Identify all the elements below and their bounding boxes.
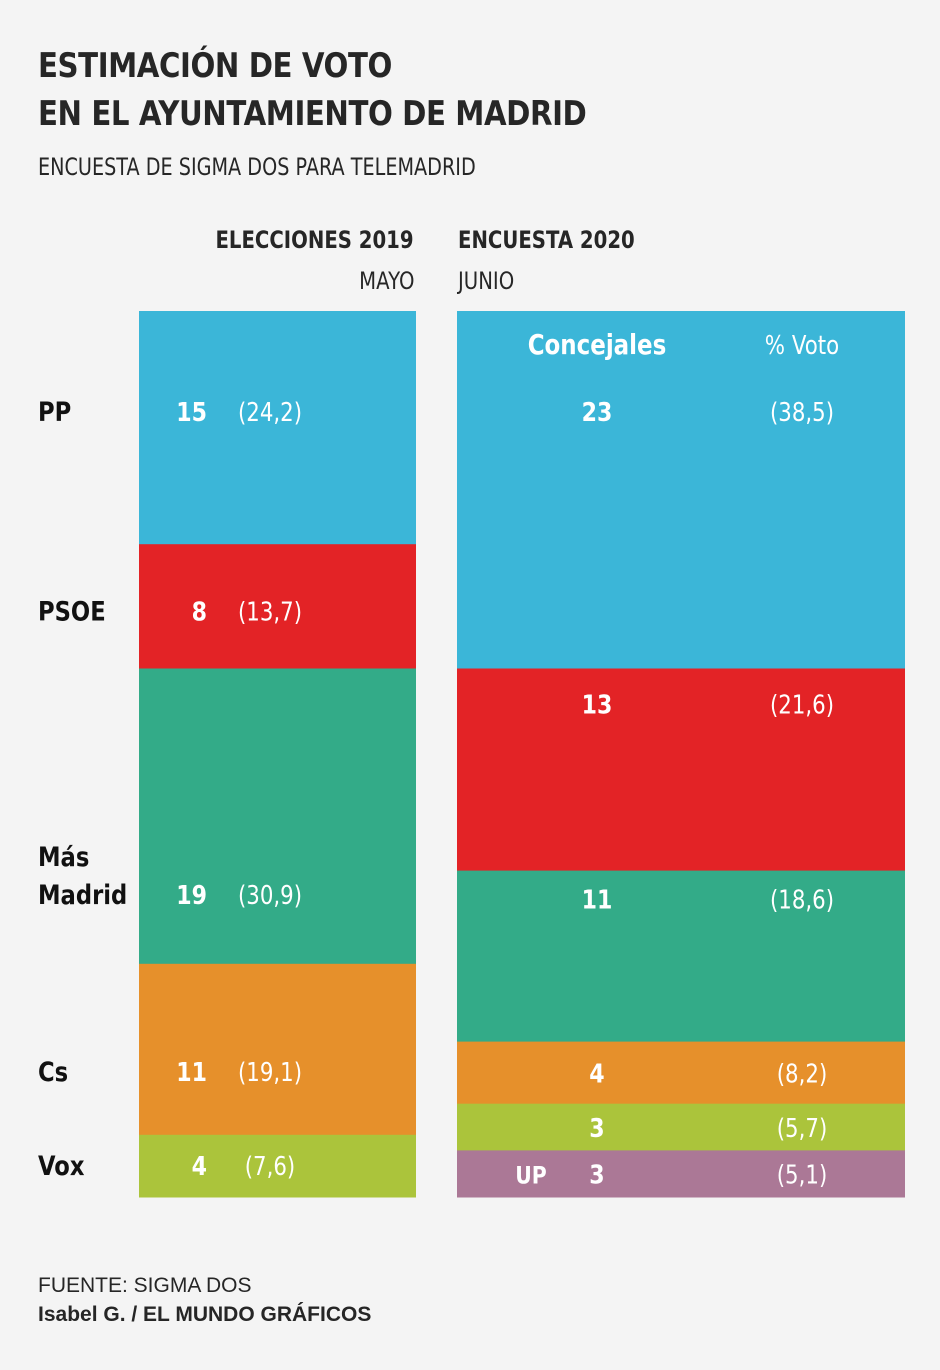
bar-segment-elecciones-2019-vox — [139, 1134, 416, 1198]
title-line-1: ESTIMACIÓN DE VOTO — [38, 46, 392, 86]
seat-label: 13 — [582, 690, 613, 720]
party-row-label: Vox — [38, 1150, 85, 1181]
seats-column-header: Concejales — [528, 329, 667, 362]
title-line-2: EN EL AYUNTAMIENTO DE MADRID — [38, 94, 587, 134]
seat-label: 3 — [589, 1113, 604, 1143]
party-row-label: Cs — [38, 1056, 68, 1087]
column-title-2020: ENCUESTA 2020 — [458, 226, 635, 254]
vote-label: (8,2) — [777, 1059, 828, 1090]
seat-label: 4 — [192, 1151, 207, 1181]
bar-segment-encuesta-2020-psoe — [457, 668, 905, 872]
party-row-label: PP — [38, 396, 71, 427]
bar-segment-elecciones-2019-cs — [139, 963, 416, 1136]
seat-label: 23 — [582, 397, 613, 427]
bar-segment-encuesta-2020-pp — [457, 311, 905, 669]
bar-segment-elecciones-2019-pp — [139, 311, 416, 545]
party-row-label: Más — [38, 841, 89, 872]
column-subtitle-2019: MAYO — [358, 267, 414, 295]
vote-label: (5,1) — [777, 1160, 828, 1191]
seat-label: 8 — [192, 597, 207, 627]
credit-note: Isabel G. / EL MUNDO GRÁFICOS — [38, 1303, 372, 1326]
bar-segment-encuesta-2020-mas-madrid — [457, 870, 905, 1043]
seat-label: 11 — [582, 885, 613, 915]
seat-label: 4 — [589, 1059, 604, 1089]
vote-label: (7,6) — [245, 1151, 296, 1182]
vote-label: (38,5) — [770, 397, 834, 428]
seat-label: 3 — [589, 1160, 604, 1190]
vote-label: (5,7) — [777, 1113, 828, 1144]
seat-label: 11 — [176, 1057, 207, 1087]
bar-segment-encuesta-2020-cs — [457, 1041, 905, 1105]
chart-subtitle: ENCUESTA DE SIGMA DOS PARA TELEMADRID — [38, 153, 476, 181]
party-row-label: PSOE — [38, 596, 106, 627]
vote-label: (18,6) — [770, 885, 834, 916]
vote-label: (21,6) — [770, 689, 834, 720]
bar-segment-encuesta-2020-vox — [457, 1103, 905, 1151]
bar-segment-elecciones-2019-mas-madrid — [139, 668, 416, 965]
party-row-label: Madrid — [38, 879, 127, 910]
vote-label: (13,7) — [238, 596, 302, 627]
chart-title: ESTIMACIÓN DE VOTO EN EL AYUNTAMIENTO DE… — [38, 42, 587, 138]
bar-segment-encuesta-2020-up — [457, 1150, 905, 1198]
vote-label: (30,9) — [238, 880, 302, 911]
seat-label: 19 — [176, 880, 207, 910]
column-subtitle-2020: JUNIO — [458, 267, 515, 295]
vote-label: (24,2) — [238, 397, 302, 428]
vote-column-header: % Voto — [765, 330, 839, 361]
column-title-2019: ELECCIONES 2019 — [215, 226, 414, 254]
source-note: FUENTE: SIGMA DOS — [38, 1274, 252, 1297]
inline-party-label: UP — [515, 1162, 547, 1190]
bar-segment-elecciones-2019-psoe — [139, 544, 416, 670]
seat-label: 15 — [176, 397, 207, 427]
vote-label: (19,1) — [238, 1057, 302, 1088]
